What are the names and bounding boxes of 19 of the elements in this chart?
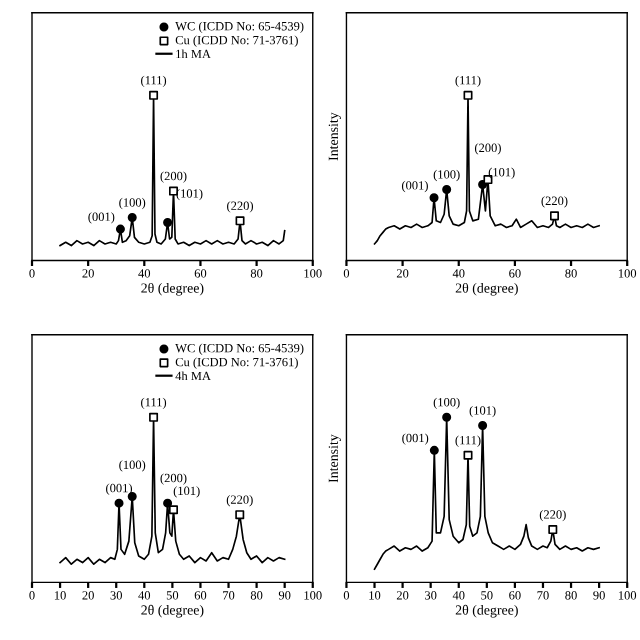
point (429, 445, 439, 455)
point (442, 412, 452, 422)
point (149, 90, 159, 100)
point (235, 216, 245, 226)
point (149, 412, 159, 422)
point (127, 213, 137, 223)
point (168, 505, 179, 515)
point (549, 211, 559, 221)
point (463, 90, 473, 100)
point (429, 193, 439, 203)
point (463, 450, 473, 460)
point (235, 510, 245, 520)
point (548, 525, 558, 535)
point (114, 498, 124, 508)
point (115, 224, 125, 234)
point (163, 498, 173, 508)
point (442, 184, 452, 194)
point (478, 421, 488, 431)
point (163, 217, 173, 227)
